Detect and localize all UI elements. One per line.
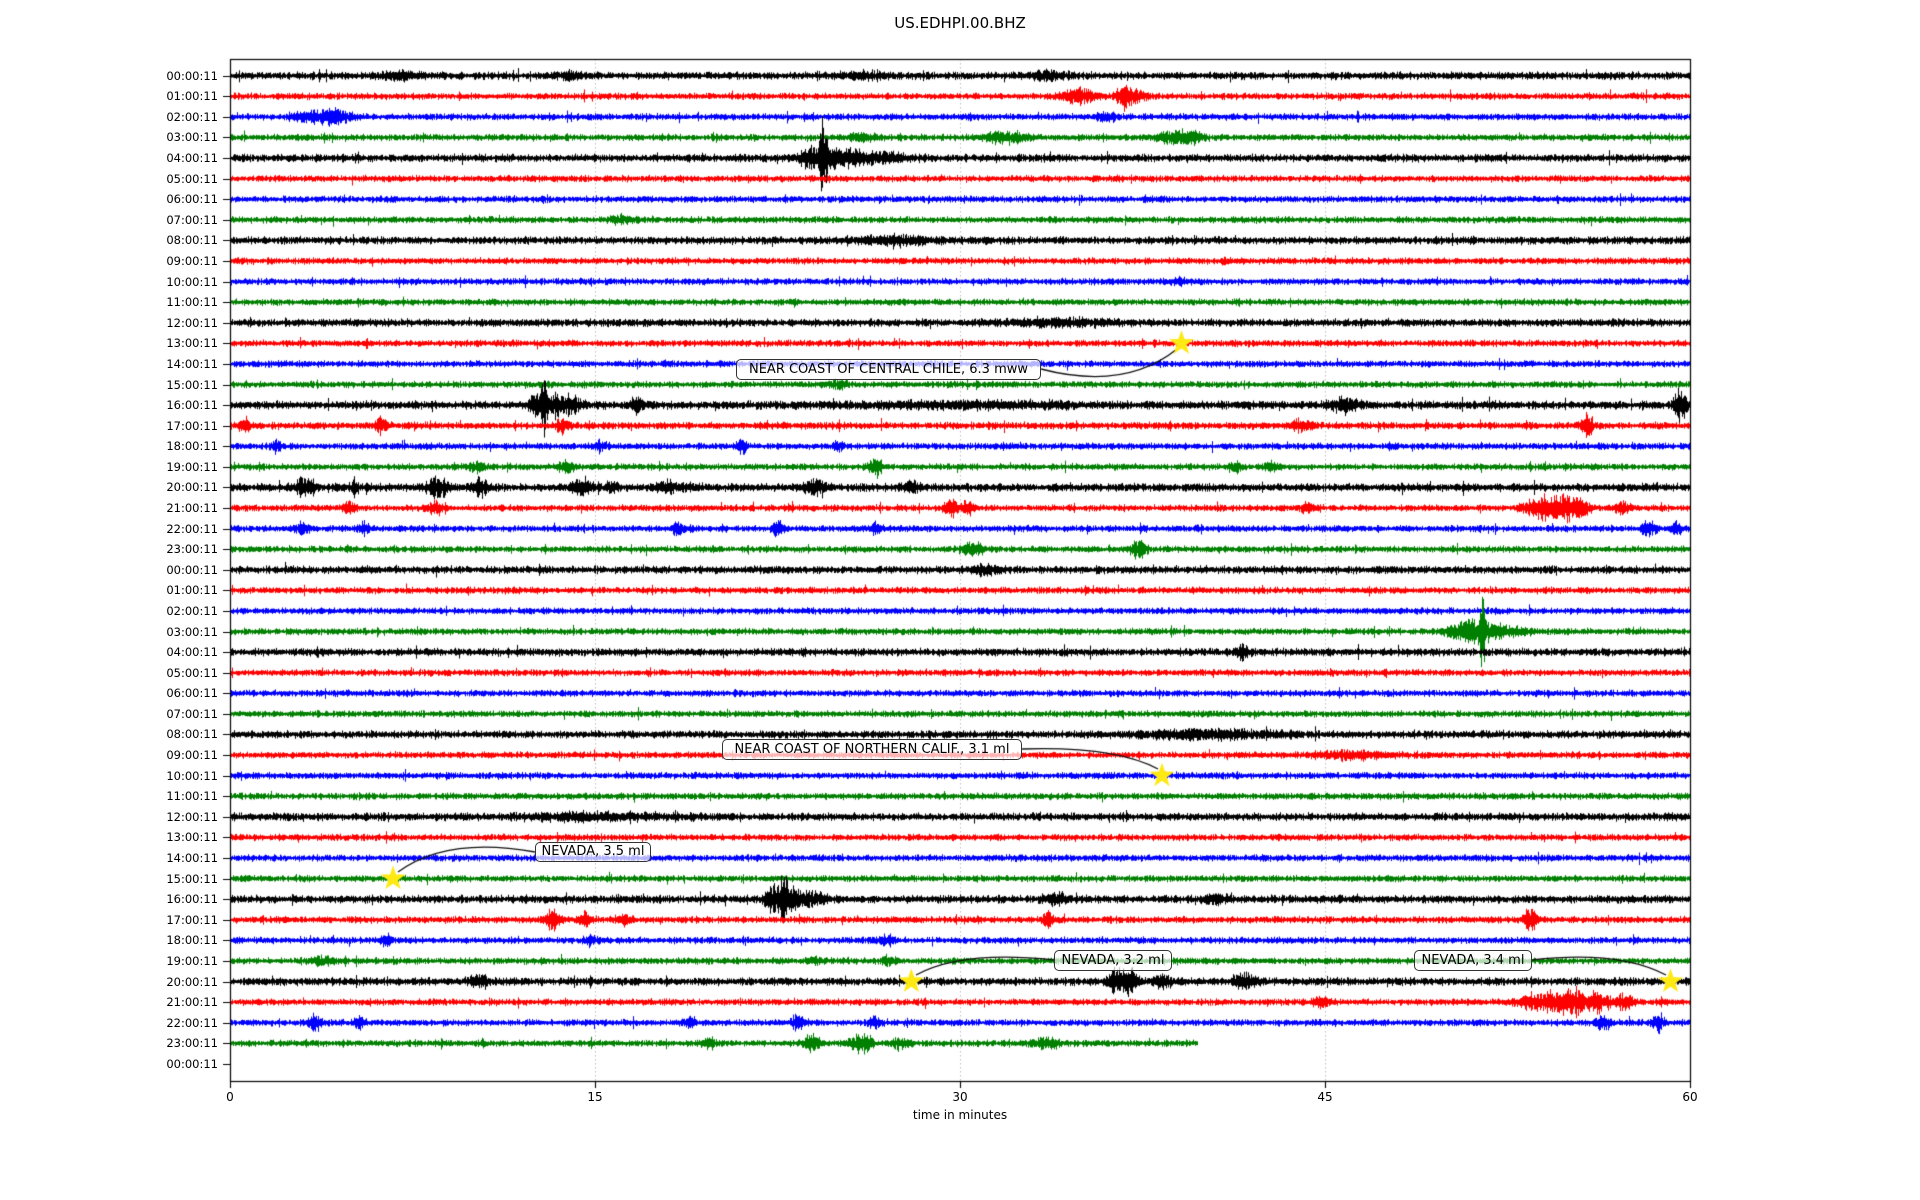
y-tick-label: 12:00:11 (166, 809, 218, 824)
y-tick-label: 04:00:11 (166, 151, 218, 166)
y-tick-label: 01:00:11 (166, 89, 218, 104)
x-tick-label: 60 (1682, 1090, 1698, 1104)
y-tick-label: 19:00:11 (166, 953, 218, 968)
y-tick-label: 10:00:11 (166, 768, 218, 783)
y-tick-label: 03:00:11 (166, 130, 218, 145)
event-annotation: NEVADA, 3.4 ml (1414, 950, 1532, 971)
event-annotation: NEAR COAST OF NORTHERN CALIF., 3.1 ml (722, 738, 1022, 760)
x-tick-label: 30 (952, 1090, 968, 1104)
y-tick-label: 19:00:11 (166, 459, 218, 474)
y-tick-label: 16:00:11 (166, 398, 218, 413)
y-tick-label: 02:00:11 (166, 109, 218, 124)
y-tick-label: 20:00:11 (166, 480, 218, 495)
y-tick-label: 00:00:11 (166, 68, 218, 83)
y-tick-label: 15:00:11 (166, 377, 218, 392)
y-tick-label: 02:00:11 (166, 603, 218, 618)
y-tick-label: 17:00:11 (166, 912, 218, 927)
y-tick-label: 21:00:11 (166, 501, 218, 516)
y-tick-label: 22:00:11 (166, 521, 218, 536)
y-tick-label: 00:00:11 (166, 562, 218, 577)
y-tick-label: 16:00:11 (166, 892, 218, 907)
y-tick-label: 21:00:11 (166, 995, 218, 1010)
y-tick-label: 13:00:11 (166, 830, 218, 845)
y-tick-label: 14:00:11 (166, 851, 218, 865)
y-tick-label: 07:00:11 (166, 212, 218, 227)
y-tick-label: 13:00:11 (166, 336, 218, 351)
y-tick-label: 08:00:11 (166, 727, 218, 742)
x-tick-label: 0 (226, 1090, 234, 1104)
y-tick-label: 22:00:11 (166, 1015, 218, 1030)
x-axis-label: time in minutes (912, 1108, 1008, 1122)
y-tick-label: 06:00:11 (166, 686, 218, 701)
x-tick-label: 45 (1317, 1090, 1333, 1104)
y-tick-label: 07:00:11 (166, 706, 218, 721)
y-tick-label: 05:00:11 (166, 665, 218, 680)
y-tick-label: 09:00:11 (166, 748, 218, 763)
y-tick-label: 06:00:11 (166, 192, 218, 207)
y-tick-label: 03:00:11 (166, 624, 218, 639)
y-tick-label: 00:00:11 (166, 1056, 218, 1071)
y-tick-label: 08:00:11 (166, 233, 218, 248)
y-tick-label: 23:00:11 (166, 1036, 218, 1051)
y-tick-label: 14:00:11 (166, 356, 218, 371)
y-tick-label: 11:00:11 (166, 789, 218, 804)
y-tick-label: 04:00:11 (166, 645, 218, 660)
event-annotation: NEVADA, 3.2 ml (1054, 950, 1172, 971)
y-tick-label: 20:00:11 (166, 974, 218, 989)
y-tick-label: 18:00:11 (166, 439, 218, 454)
y-tick-label: 11:00:11 (166, 295, 218, 310)
y-tick-label: 23:00:11 (166, 542, 218, 557)
x-tick-label: 15 (587, 1090, 603, 1104)
y-tick-label: 18:00:11 (166, 933, 218, 948)
y-tick-label: 10:00:11 (166, 274, 218, 289)
y-tick-label: 05:00:11 (166, 171, 218, 186)
y-tick-label: 01:00:11 (166, 583, 218, 598)
plot-title: US.EDHPI.00.BHZ (894, 14, 1026, 32)
y-tick-label: 09:00:11 (166, 253, 218, 268)
event-annotation: NEAR COAST OF CENTRAL CHILE, 6.3 mww (736, 358, 1041, 380)
y-tick-label: 17:00:11 (166, 418, 218, 433)
y-tick-label: 15:00:11 (166, 871, 218, 886)
y-tick-label: 12:00:11 (166, 315, 218, 330)
event-annotation: NEVADA, 3.5 ml (535, 842, 651, 862)
